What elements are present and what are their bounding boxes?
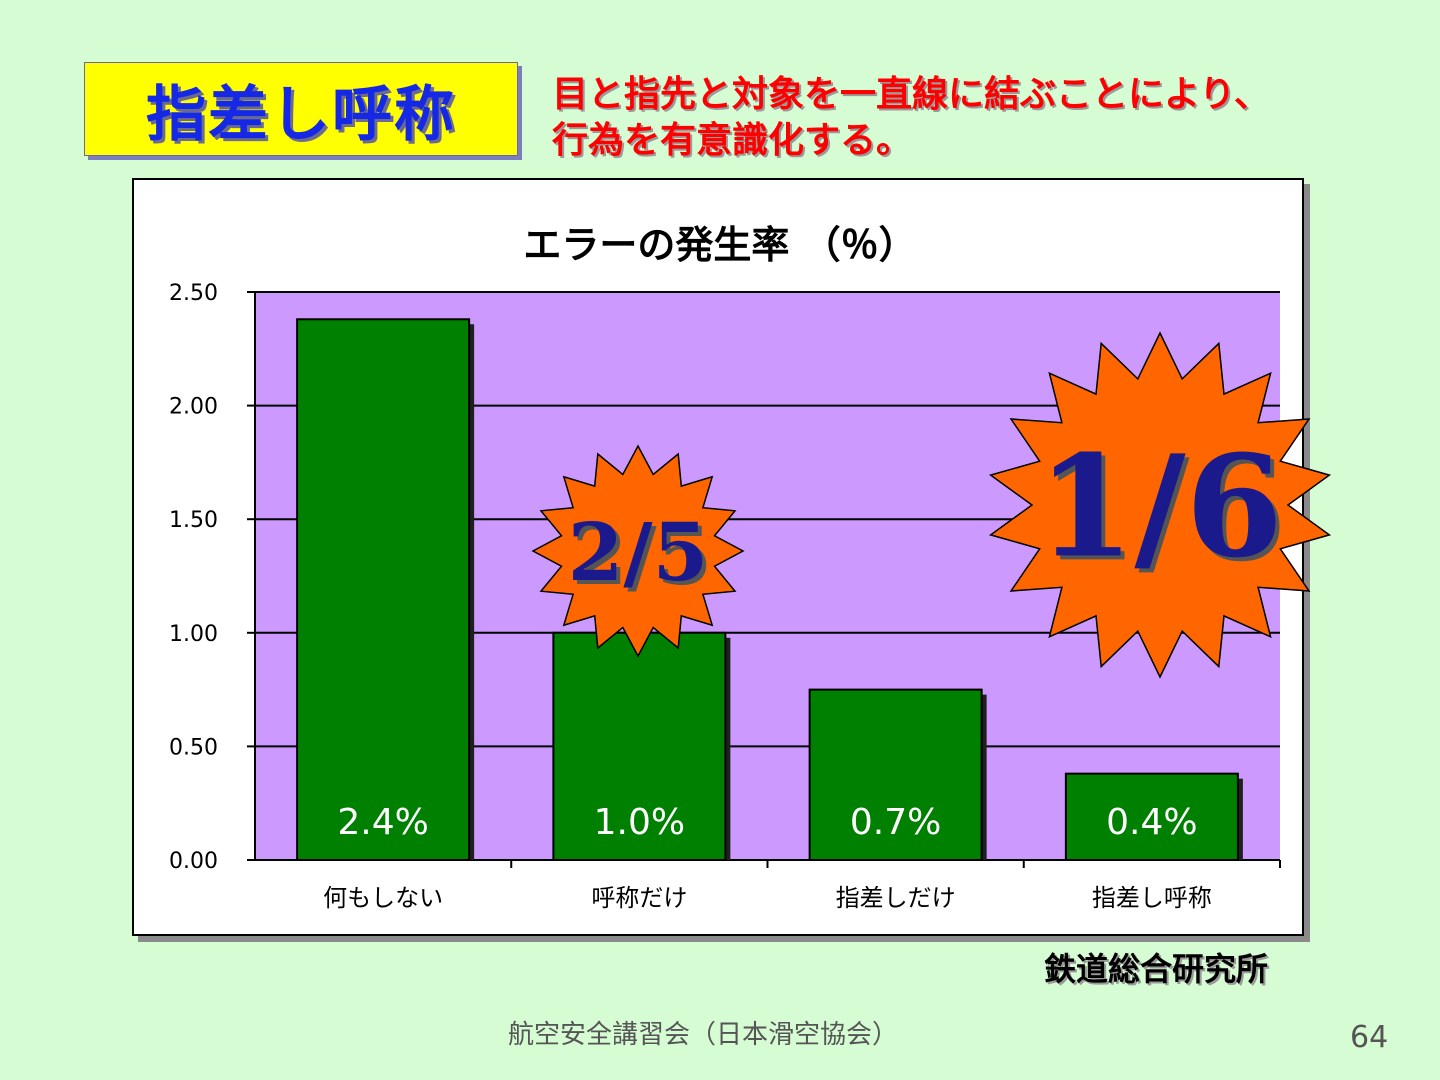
- subtitle: 目と指先と対象を一直線に結ぶことにより、 行為を有意識化する。: [552, 72, 1412, 164]
- annotation-label: 1/6: [1037, 425, 1283, 589]
- source-label: 鉄道総合研究所: [1044, 950, 1269, 988]
- y-tick-label: 0.50: [169, 735, 218, 760]
- footer-text: 航空安全講習会（日本滑空協会）: [508, 1020, 899, 1050]
- starburst-annotation: [531, 444, 745, 658]
- starburst-annotation: [988, 331, 1332, 679]
- x-category-label: 何もしない: [323, 884, 443, 912]
- slide-title: 指差し呼称: [146, 79, 456, 150]
- bar-data-label: 1.0%: [594, 802, 685, 843]
- chart-title: エラーの発生率 （％）: [523, 223, 916, 267]
- bar: [808, 688, 983, 861]
- bar-data-label: 2.4%: [337, 802, 428, 843]
- annotation-shadow: 1/6: [1041, 429, 1287, 593]
- bar: [552, 631, 727, 861]
- x-category-label: 呼称だけ: [591, 884, 687, 912]
- x-category-label: 指差しだけ: [836, 884, 956, 912]
- bar-data-label: 0.7%: [850, 802, 941, 843]
- y-tick-label: 1.50: [169, 508, 218, 533]
- y-tick-label: 1.00: [169, 622, 218, 647]
- subtitle-line-2: 行為を有意識化する。: [552, 120, 913, 161]
- annotation-label: 2/5: [568, 505, 709, 599]
- annotation-shadow: 2/5: [572, 509, 713, 603]
- title-box: 指差し呼称: [84, 62, 518, 156]
- page-number: 64: [1350, 1020, 1389, 1055]
- subtitle-line-1: 目と指先と対象を一直線に結ぶことにより、: [552, 74, 1270, 115]
- y-tick-label: 0.00: [169, 849, 218, 874]
- bar: [296, 318, 471, 862]
- bar-data-label: 0.4%: [1106, 802, 1197, 843]
- y-tick-label: 2.50: [169, 281, 218, 306]
- y-tick-label: 2.00: [169, 395, 218, 420]
- bar: [1064, 772, 1239, 861]
- x-category-label: 指差し呼称: [1092, 884, 1212, 912]
